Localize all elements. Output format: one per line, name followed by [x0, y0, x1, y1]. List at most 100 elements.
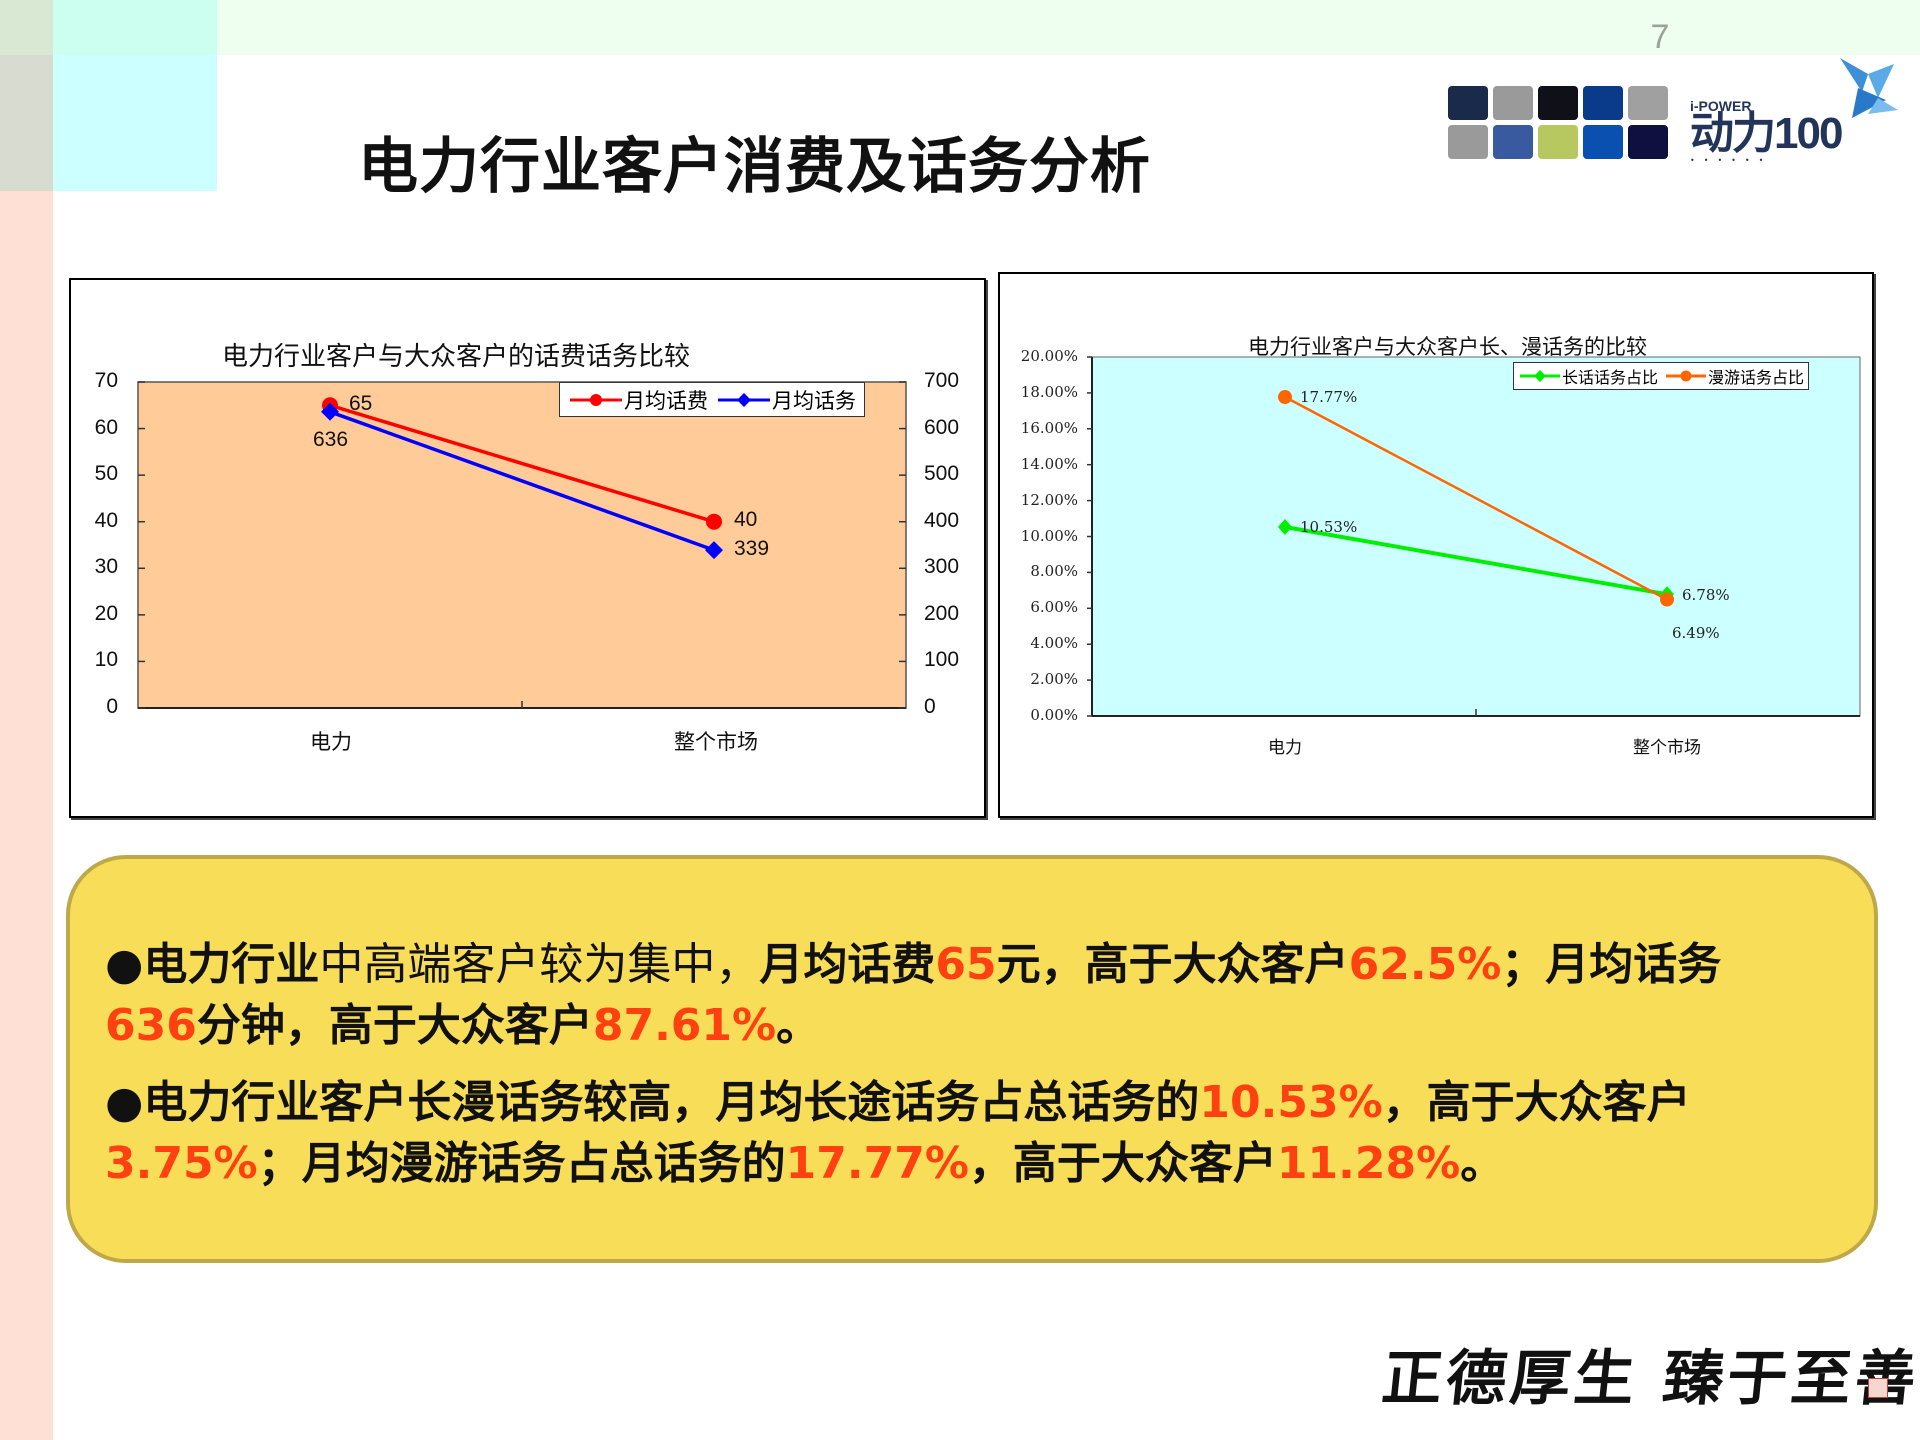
bullet: ●	[105, 1077, 144, 1128]
logo-image-tiles	[1448, 86, 1672, 160]
text: 电力行业客户长漫话务较高，月均长途话务占总话务的	[143, 1077, 1200, 1128]
y-left-tick: 50	[94, 462, 118, 486]
y-axis-tick: 12.00%	[1020, 490, 1078, 509]
data-label: 6.78%	[1682, 586, 1730, 604]
data-label: 40	[734, 508, 758, 531]
text: ；月均话务	[1501, 939, 1722, 990]
corner-decor-block-2	[0, 55, 53, 191]
highlight-value: 636	[105, 1000, 197, 1051]
chart2-legend: 长话话务占比 漫游话务占比	[1513, 362, 1810, 390]
logo-tile	[1628, 125, 1668, 159]
chart1-plot	[137, 381, 907, 709]
text: 元，高于大众客户	[996, 939, 1349, 990]
y-axis-tick: 2.00%	[1030, 670, 1078, 689]
y-left-tick: 0	[106, 695, 118, 718]
data-label: 65	[349, 392, 373, 415]
green-diamond-line-icon	[1520, 370, 1560, 382]
data-label: 6.49%	[1672, 624, 1720, 642]
brand-dots: ••••••	[1690, 156, 1773, 165]
chart2-title: 电力行业客户与大众客户长、漫话务的比较	[1248, 335, 1647, 359]
logo-tile	[1493, 86, 1533, 120]
legend-item-roaming: 漫游话务占比	[1664, 364, 1804, 388]
brand-small-text: i-POWER	[1690, 98, 1752, 114]
y-left-tick: 60	[94, 415, 118, 439]
y-axis-tick: 20.00%	[1020, 347, 1078, 365]
legend-item-traffic: 月均话务	[716, 385, 856, 415]
logo-tile	[1538, 125, 1578, 159]
y-axis-tick: 16.00%	[1020, 418, 1078, 437]
chart1-category-1: 整个市场	[674, 730, 758, 754]
summary-paragraph-2: ●电力行业客户长漫话务较高，月均长途话务占总话务的10.53%，高于大众客户 3.…	[105, 1072, 1865, 1194]
y-left-tick: 10	[94, 648, 118, 672]
y-axis-tick: 4.00%	[1030, 634, 1078, 653]
logo-tile	[1448, 125, 1488, 159]
red-circle-line-icon	[570, 393, 622, 406]
y-axis-tick: 18.00%	[1020, 382, 1078, 401]
y-left-tick: 20	[94, 601, 118, 625]
text: 分钟，高于大众客户	[196, 1000, 593, 1051]
summary-paragraph-1: ●电力行业中高端客户较为集中，月均话费65元，高于大众客户62.5%；月均话务 6…	[105, 934, 1865, 1056]
highlight-value: 11.28%	[1276, 1138, 1461, 1189]
y-left-tick: 30	[94, 555, 118, 579]
legend-label: 长话话务占比	[1562, 368, 1659, 387]
legend-label: 漫游话务占比	[1708, 368, 1805, 387]
y-right-tick: 700	[924, 369, 960, 392]
text: ，高于大众客户	[1382, 1077, 1691, 1128]
y-left-tick: 70	[94, 369, 118, 392]
logo-tile	[1583, 125, 1623, 159]
wing-logo-icon	[1840, 58, 1898, 118]
y-axis-tick: 10.00%	[1020, 526, 1078, 545]
company-motto: 正德厚生 臻于至善	[1378, 1344, 1920, 1414]
y-axis-tick: 6.00%	[1030, 598, 1078, 617]
legend-item-fee: 月均话费	[568, 385, 708, 415]
text: ；月均漫游话务占总话务的	[257, 1138, 786, 1189]
seal-stamp-icon	[1868, 1378, 1888, 1398]
chart2-category-1: 整个市场	[1633, 738, 1701, 758]
y-left-tick: 40	[94, 508, 118, 532]
text: 电力行业	[143, 939, 320, 990]
brand-logo: i-POWER 动力100 ••••••	[1690, 98, 1843, 165]
y-axis-tick: 8.00%	[1030, 562, 1078, 581]
legend-label: 月均话费	[624, 388, 708, 413]
y-right-tick: 300	[924, 555, 960, 579]
corner-decor-block	[0, 0, 53, 55]
y-right-tick: 0	[924, 695, 936, 718]
highlight-value: 3.75%	[105, 1138, 258, 1189]
highlight-value: 65	[935, 939, 997, 990]
text: 。	[1460, 1138, 1505, 1189]
cyan-decor-top	[53, 0, 217, 55]
chart1-title: 电力行业客户与大众客户的话费话务比较	[222, 342, 691, 372]
text: 中高端客户较为集中，	[319, 939, 760, 990]
data-label: 636	[313, 428, 349, 451]
page-number: 7	[1650, 18, 1670, 56]
y-right-tick: 600	[924, 415, 960, 439]
data-label: 10.53%	[1300, 518, 1358, 536]
logo-tile	[1628, 86, 1668, 120]
y-axis-tick: 14.00%	[1020, 454, 1078, 473]
logo-tile	[1448, 86, 1488, 120]
y-right-tick: 100	[924, 648, 960, 672]
chart2-category-0: 电力	[1268, 738, 1302, 758]
chart1-legend: 月均话费 月均话务	[559, 382, 865, 417]
blue-diamond-line-icon	[718, 392, 770, 407]
chart1-category-0: 电力	[310, 730, 352, 754]
brand-main-text: 动力100	[1690, 109, 1843, 158]
cyan-decor-block	[53, 55, 217, 191]
legend-label: 月均话务	[772, 388, 856, 413]
y-right-tick: 500	[924, 462, 960, 486]
y-right-tick: 200	[924, 601, 960, 625]
text: 月均话费	[759, 939, 936, 990]
text: 。	[776, 1000, 821, 1051]
left-decor-strip	[0, 0, 53, 1440]
y-right-tick: 400	[924, 508, 960, 532]
summary-box	[66, 855, 1878, 1263]
slide-title: 电力行业客户消费及话务分析	[358, 132, 1151, 202]
bullet: ●	[105, 939, 144, 990]
logo-tile	[1493, 125, 1533, 159]
y-axis-tick: 0.00%	[1030, 706, 1078, 724]
logo-tile	[1583, 86, 1623, 120]
legend-item-long: 长话话务占比	[1518, 364, 1658, 388]
chart2-plot	[1087, 356, 1861, 717]
logo-tile	[1538, 86, 1578, 120]
highlight-value: 17.77%	[785, 1138, 969, 1189]
